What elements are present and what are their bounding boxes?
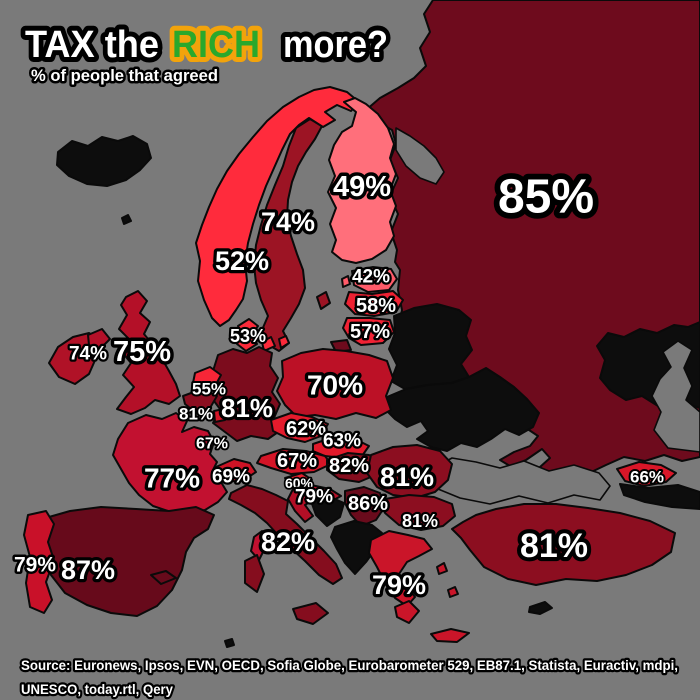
country-united-kingdom (87, 328, 111, 350)
pct-label-italy: 82% (261, 527, 315, 557)
country-cyprus (528, 601, 553, 615)
country-ukraine (384, 367, 540, 452)
subtitle: % of people that agreed (31, 66, 218, 85)
country-spain (37, 506, 215, 617)
country-norway (195, 86, 360, 327)
country-latvia (344, 290, 404, 317)
country-france (250, 530, 267, 561)
country-georgia (616, 461, 677, 487)
pct-label-belgium: 81% (179, 405, 213, 424)
country-greece (447, 586, 459, 598)
country-bosnia-herzegovina (310, 496, 345, 527)
country-finland (327, 97, 397, 264)
pct-label-croatia: 79% (295, 487, 333, 508)
pct-label-germany: 81% (221, 393, 273, 423)
country-belgium (182, 388, 218, 413)
pct-label-austria: 67% (277, 450, 317, 472)
water-white-sea (395, 127, 445, 185)
country-sweden (316, 291, 331, 310)
country-greece (436, 562, 448, 575)
title-segment-0: TAX the (25, 24, 159, 66)
country-iceland (121, 214, 132, 225)
title-segment-2: more? (283, 24, 388, 66)
country-malta (224, 638, 235, 648)
pct-label-france: 77% (144, 463, 200, 494)
pct-label-united-kingdom: 75% (113, 336, 171, 368)
country-turkey (451, 503, 676, 586)
pct-label-portugal: 79% (14, 554, 56, 577)
pct-label-estonia: 42% (352, 267, 390, 288)
country-ireland (48, 332, 102, 385)
pct-label-spain: 87% (61, 555, 115, 585)
pct-label-czechia: 62% (286, 418, 326, 440)
pct-label-norway: 52% (215, 246, 269, 276)
country-slovenia (284, 472, 313, 489)
pct-label-luxembourg: 67% (196, 436, 228, 453)
country-greece (394, 600, 420, 624)
title-segment-1: RICH (172, 24, 260, 66)
source-line-2: UNESCO, today.rtl, Qery (21, 681, 173, 697)
country-czechia (270, 412, 329, 443)
pct-label-ireland: 74% (69, 344, 107, 365)
water-black-sea (429, 457, 611, 505)
country-portugal (23, 510, 55, 614)
pct-label-turkey: 81% (520, 527, 588, 565)
country-austria (256, 448, 332, 475)
country-bulgaria (384, 494, 456, 531)
pct-label-poland: 70% (307, 370, 363, 401)
pct-label-slovenia: 60% (285, 475, 314, 491)
pct-label-netherlands: 55% (192, 380, 226, 399)
pct-label-russia: 85% (498, 171, 594, 224)
country-sweden (253, 118, 323, 352)
pct-label-finland: 49% (333, 171, 391, 203)
pct-label-greece: 79% (372, 570, 426, 600)
pct-label-hungary: 82% (329, 455, 369, 477)
country-netherlands (192, 366, 222, 393)
pct-label-denmark: 53% (230, 326, 266, 346)
country-france (112, 412, 228, 515)
country-italy (244, 554, 265, 593)
pct-label-lithuania: 57% (350, 321, 390, 343)
country-italy (228, 484, 343, 585)
country-greece (368, 530, 433, 607)
country-lithuania (342, 317, 395, 346)
country-spain (150, 570, 177, 585)
pct-label-switzerland: 69% (212, 467, 250, 488)
country-switzerland (214, 458, 257, 483)
country-romania (366, 444, 453, 499)
country-armenia-azerbaijan (619, 483, 700, 510)
pct-label-georgia: 66% (630, 468, 664, 487)
pct-label-bulgaria: 81% (402, 511, 438, 531)
pct-label-slovakia: 63% (323, 431, 361, 452)
country-greece (430, 628, 470, 643)
source-line-1: Source: Euronews, Ipsos, EVN, OECD, Sofi… (21, 657, 678, 673)
country-estonia (351, 266, 398, 293)
pct-label-romania: 81% (380, 462, 434, 492)
country-poland (276, 348, 394, 420)
country-estonia (341, 275, 351, 288)
country-belarus (388, 303, 473, 390)
country-albania-macedonia-montenegro (330, 520, 383, 575)
country-kaliningrad (330, 339, 352, 353)
country-luxembourg (213, 408, 226, 423)
water-caspian-sea (651, 340, 700, 453)
country-serbia (344, 486, 385, 527)
country-iceland (56, 135, 152, 187)
country-denmark (236, 318, 259, 352)
pct-label-latvia: 58% (356, 295, 396, 317)
country-italy (292, 602, 329, 625)
country-united-kingdom (116, 290, 181, 415)
pct-label-sweden: 74% (261, 207, 315, 237)
country-denmark (278, 335, 290, 349)
pct-label-serbia: 86% (348, 493, 388, 515)
